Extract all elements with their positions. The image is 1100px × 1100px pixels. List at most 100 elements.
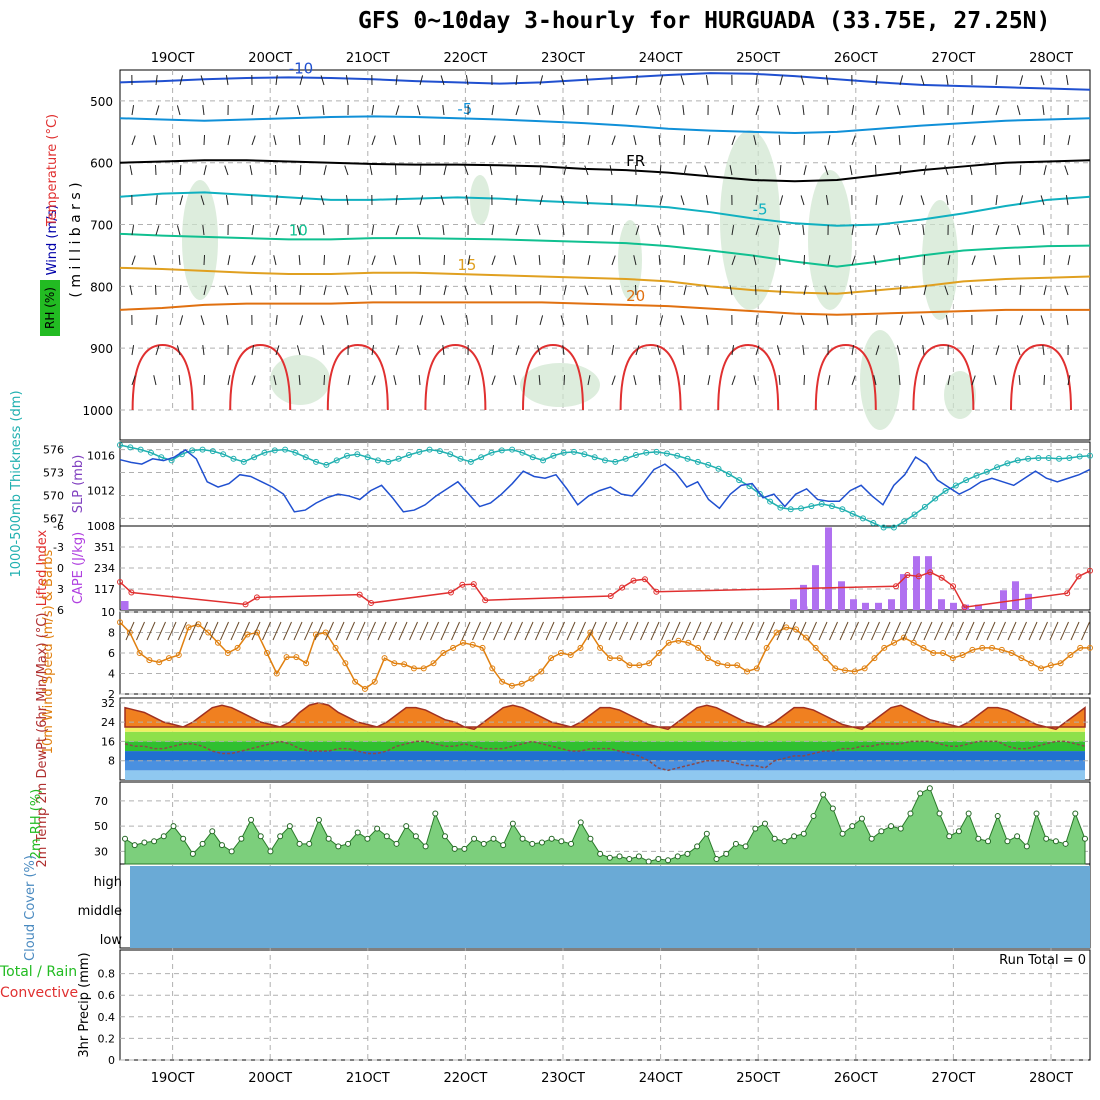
wind-barb [923, 254, 926, 266]
rh-point [946, 833, 953, 840]
wind10-point [401, 661, 408, 668]
wind-barbs [129, 74, 1071, 386]
wind-barb [825, 75, 829, 86]
wind10-barb [377, 621, 387, 641]
wind-barb [1067, 375, 1071, 386]
wind-barb [682, 105, 685, 116]
wind-barb [993, 255, 997, 266]
wind10-barb [1039, 621, 1048, 641]
rh-point [655, 855, 662, 862]
rh-point [189, 850, 196, 857]
wind-barb [227, 135, 231, 146]
wind10-point [136, 650, 143, 656]
rh-point [199, 840, 206, 847]
lifted-index-line [119, 570, 1091, 609]
thickness-point [189, 447, 196, 454]
wind10-point [254, 629, 261, 636]
thickness-point [374, 457, 381, 464]
wind-barb [898, 134, 901, 146]
wind10-barb [1007, 621, 1017, 641]
wind-barb [898, 374, 901, 386]
wind-barb [634, 164, 637, 176]
wind10-point [577, 644, 584, 651]
thickness-point [756, 490, 763, 497]
wind10-barb [272, 621, 282, 641]
wind10-point [273, 670, 280, 677]
bottom-date-label: 23OCT [541, 1071, 585, 1086]
wind10-barb [556, 621, 565, 641]
wind10-point [714, 660, 721, 667]
rh-point [383, 833, 390, 840]
wind-barb [296, 105, 301, 116]
wind-barb [585, 195, 589, 206]
thickness-point [674, 452, 681, 459]
wind-barb [800, 75, 805, 86]
wind-barb [273, 375, 277, 386]
rh-shade [808, 170, 852, 310]
temp-band [125, 731, 1085, 742]
wind-barb [969, 165, 973, 176]
rh-point [248, 816, 255, 823]
wind-barb [347, 375, 351, 386]
wind-barb [779, 315, 784, 326]
thickness-point [426, 446, 433, 453]
wind10-point [489, 665, 496, 672]
rh-point [965, 810, 972, 817]
wind-barb [995, 315, 998, 326]
rh-point [858, 815, 865, 822]
wind10-point [920, 644, 927, 651]
wind-barb [489, 165, 493, 176]
wind10-barb [566, 621, 576, 641]
wind10-point [175, 652, 182, 659]
wind-barb [131, 225, 135, 236]
thickness-point [901, 518, 908, 525]
wind-barb [345, 195, 349, 206]
wind-barb [803, 165, 807, 176]
wind10-point [832, 665, 839, 672]
rh-point [335, 843, 342, 850]
wind-barb [155, 105, 160, 116]
lifted-index-point [607, 593, 614, 599]
wind-barb [633, 135, 637, 146]
wind-barb [467, 375, 471, 386]
wind10-point [1028, 660, 1035, 667]
wind-barb [273, 255, 277, 266]
rh-point [800, 830, 807, 837]
wind-barb [680, 315, 685, 326]
wind-barb [896, 345, 901, 356]
thickness-point [622, 455, 629, 462]
cape-bar [975, 604, 982, 610]
wind-barb [347, 255, 351, 266]
surface-temp-contour [912, 343, 975, 411]
precip-label-rain: Total / Rain [0, 964, 77, 980]
wind10-point [1067, 652, 1074, 659]
isotherm-label: 10 [289, 221, 308, 239]
rh-point [568, 840, 575, 847]
thickness-point [395, 455, 402, 462]
wind-barb [851, 255, 856, 266]
wind10-point [214, 639, 221, 646]
wind-barb [131, 255, 136, 266]
pressure-tick-label: 600 [90, 157, 113, 171]
wind-barb [443, 374, 446, 386]
thickness-point [436, 448, 443, 455]
upper-ylabel-wind: Wind (m/s) [45, 205, 60, 276]
rh-tick-label: 70 [94, 795, 108, 808]
wind10-point [793, 626, 800, 633]
isotherm-line [119, 232, 1091, 268]
cape-bar [1012, 581, 1019, 610]
wind10-point [734, 662, 741, 669]
pressure-tick-label: 800 [90, 280, 113, 294]
surface-temp-contour [424, 343, 487, 411]
wind-barb [824, 285, 829, 296]
wind-barb [659, 75, 664, 86]
top-date-label: 28OCT [1029, 51, 1073, 66]
wind-barb [275, 195, 278, 206]
rh-point [713, 855, 720, 862]
wind10-point [1038, 665, 1045, 672]
cape-bar [1000, 590, 1007, 610]
wind10-barb [745, 621, 754, 641]
wind-barb [536, 225, 541, 236]
wind-barb [896, 105, 901, 116]
